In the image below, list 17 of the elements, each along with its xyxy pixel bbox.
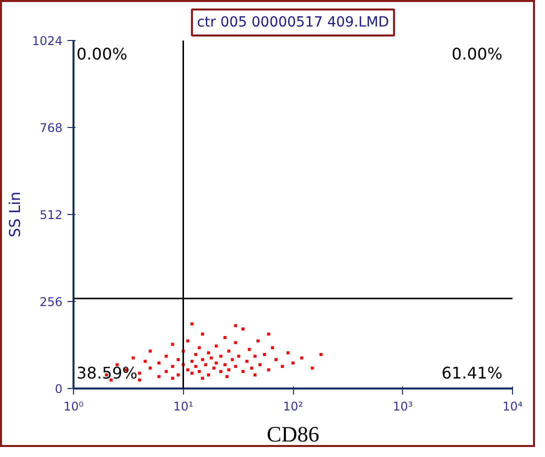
- annotation: 38.59%: [76, 364, 138, 382]
- annotation: 61.41%: [441, 364, 503, 382]
- y-axis-title: SS Lin: [6, 192, 24, 238]
- x-tick-label: 10⁰: [63, 400, 84, 414]
- annotation: 0.00%: [452, 44, 502, 64]
- x-axis-title: CD86: [266, 422, 320, 446]
- y-tick-label: 1024: [32, 34, 63, 48]
- x-tick-label: 10³: [392, 400, 413, 414]
- y-tick-label: 256: [40, 295, 62, 309]
- y-tick-label: 768: [40, 121, 62, 135]
- y-tick-label: 512: [40, 208, 62, 222]
- y-tick-label: 0: [54, 382, 63, 396]
- x-tick-label: 10¹: [173, 400, 194, 414]
- x-tick-label: 10⁴: [502, 400, 523, 414]
- x-tick-label: 10²: [282, 400, 304, 414]
- annotation: 0.00%: [76, 44, 128, 64]
- chart-title: ctr 005 00000517 409.LMD: [196, 14, 390, 30]
